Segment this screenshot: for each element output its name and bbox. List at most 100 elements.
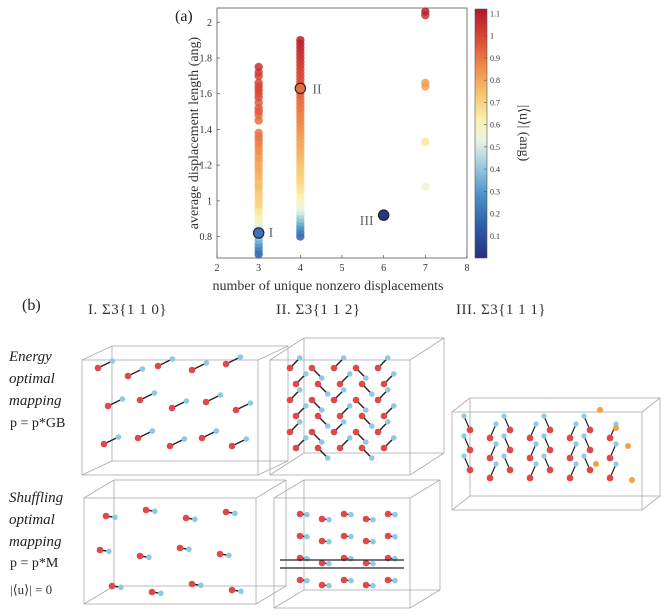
atom-pair bbox=[384, 510, 398, 518]
atom-pair bbox=[318, 515, 332, 523]
atom-pair bbox=[136, 390, 158, 404]
atom-pair bbox=[384, 576, 398, 584]
boundary-atom bbox=[613, 425, 619, 431]
atom-pair bbox=[100, 434, 122, 448]
atom-pair bbox=[566, 461, 579, 482]
atom-pair bbox=[486, 441, 499, 462]
point-annotation: II bbox=[312, 82, 322, 97]
atom-pair bbox=[526, 421, 539, 442]
atom-pair bbox=[461, 413, 474, 434]
row1-line1: Energy bbox=[9, 349, 52, 365]
x-axis-title: number of unique nonzero displacements bbox=[213, 279, 444, 294]
atom-pair bbox=[292, 435, 309, 452]
row2-line1: Shuffling bbox=[9, 490, 64, 506]
panel-a-label: (a) bbox=[175, 8, 193, 25]
x-tick-label: 2 bbox=[215, 263, 220, 274]
y-tick-label: 0.8 bbox=[200, 232, 213, 243]
y-axis-title: average displacement length (ang) bbox=[187, 36, 202, 229]
atom-pair bbox=[96, 546, 112, 555]
atom-pair bbox=[318, 537, 332, 545]
atom-pair bbox=[362, 515, 376, 523]
atom-pair bbox=[501, 413, 514, 434]
data-point bbox=[421, 137, 430, 147]
box-energy-110 bbox=[81, 345, 289, 476]
x-tick-label: 3 bbox=[256, 263, 261, 274]
box-energy-111 bbox=[451, 397, 661, 511]
x-tick-label: 4 bbox=[298, 263, 303, 274]
data-point bbox=[254, 78, 263, 88]
column-title-2: II. Σ3{1 1 2} bbox=[276, 302, 361, 318]
atom-pair bbox=[566, 441, 579, 462]
boundary-atom bbox=[593, 461, 599, 467]
colorbar-tick-label: 0.8 bbox=[490, 76, 500, 85]
colorbar-tick-label: 0.2 bbox=[490, 210, 500, 219]
atom-pair bbox=[606, 421, 619, 442]
row2-label: Shuffling optimal mapping bbox=[9, 487, 63, 553]
colorbar-title: |⟨u⟩| (ang) bbox=[516, 105, 531, 162]
atom-pair bbox=[188, 360, 210, 374]
atom-pair bbox=[358, 444, 375, 461]
colorbar-tick-label: 0.1 bbox=[490, 232, 500, 241]
atom-pair bbox=[148, 588, 164, 597]
data-point bbox=[254, 62, 263, 72]
colorbar-tick-label: 1 bbox=[490, 32, 494, 41]
atom-pair bbox=[286, 387, 303, 404]
atom-pair bbox=[380, 371, 397, 388]
atom-pair bbox=[362, 581, 376, 589]
atom-pair bbox=[501, 453, 514, 474]
atom-pair bbox=[198, 428, 220, 442]
atom-pair bbox=[124, 366, 146, 380]
atom-pair bbox=[581, 413, 594, 434]
atom-pair bbox=[336, 435, 353, 452]
atom-pair bbox=[168, 398, 190, 412]
panel-b-label: (b) bbox=[22, 297, 41, 314]
row1-label: Energy optimal mapping bbox=[9, 346, 62, 412]
atom-pair bbox=[352, 428, 369, 445]
highlight-point bbox=[294, 82, 307, 95]
atom-pair bbox=[314, 444, 331, 461]
row2-constraint: |⟨u⟩| = 0 bbox=[10, 582, 53, 597]
atom-pair bbox=[501, 433, 514, 454]
atom-pair bbox=[94, 358, 116, 372]
atom-pair bbox=[330, 355, 347, 372]
atom-pair bbox=[142, 506, 158, 515]
highlight-point bbox=[252, 227, 265, 239]
box-energy-112 bbox=[269, 337, 445, 476]
atom-pair bbox=[188, 580, 204, 589]
structure-illustrations bbox=[81, 337, 661, 609]
x-tick-label: 7 bbox=[423, 263, 428, 274]
atom-pair bbox=[308, 364, 325, 381]
atom-pair bbox=[228, 436, 250, 450]
row1-equation: p = p*GB bbox=[10, 416, 66, 431]
y-tick-label: 1.6 bbox=[200, 89, 213, 100]
atom-pair bbox=[336, 371, 353, 388]
atom-pair bbox=[232, 400, 254, 414]
atom-pair bbox=[318, 559, 332, 567]
boundary-atom bbox=[597, 407, 603, 413]
boundary-atom bbox=[629, 477, 635, 483]
boundary-atom bbox=[625, 443, 631, 449]
atom-pair bbox=[292, 371, 309, 388]
atom-pair bbox=[222, 508, 238, 517]
atom-pair bbox=[166, 436, 188, 450]
atom-pair bbox=[541, 413, 554, 434]
atom-pair bbox=[340, 532, 354, 540]
atom-pair bbox=[526, 461, 539, 482]
y-tick-label: 1.8 bbox=[200, 54, 213, 65]
atom-pair bbox=[362, 537, 376, 545]
row1-line2: optimal bbox=[9, 371, 55, 387]
atom-pair bbox=[308, 396, 325, 413]
data-point bbox=[421, 78, 430, 88]
data-point bbox=[421, 7, 430, 16]
atom-pair bbox=[182, 514, 198, 523]
atom-pair bbox=[136, 552, 152, 561]
atom-pair bbox=[314, 380, 331, 397]
column-title-1: I. Σ3{1 1 0} bbox=[88, 302, 168, 318]
atom-pair bbox=[352, 364, 369, 381]
atom-pair bbox=[358, 412, 375, 429]
atom-pair bbox=[374, 355, 391, 372]
atom-pair bbox=[486, 421, 499, 442]
atom-pair bbox=[374, 387, 391, 404]
row2-line3: mapping bbox=[9, 534, 62, 550]
data-point bbox=[254, 128, 263, 138]
